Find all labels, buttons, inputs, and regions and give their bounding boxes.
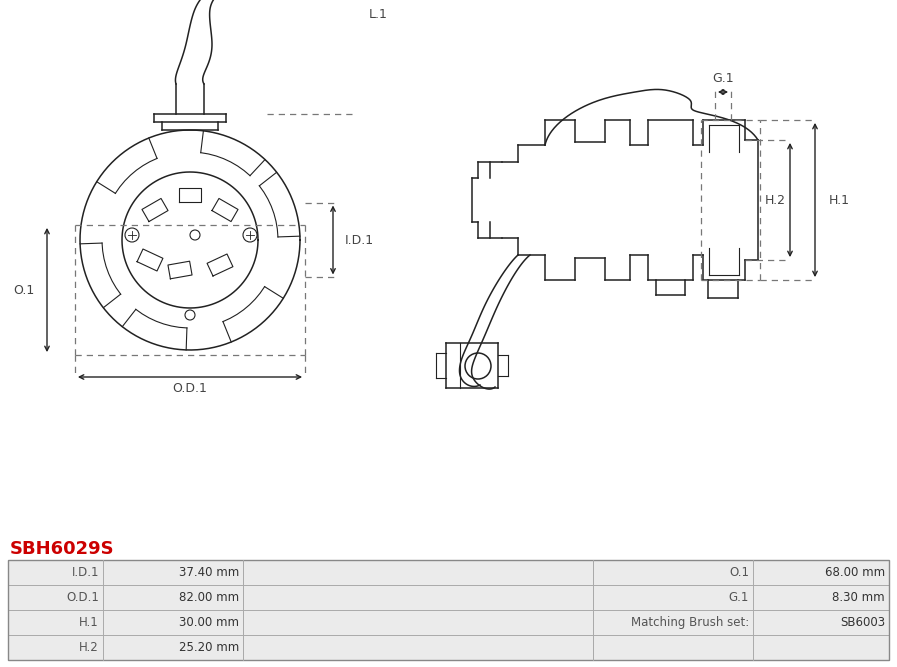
Text: H.2: H.2 — [79, 641, 99, 654]
Text: I.D.1: I.D.1 — [72, 566, 99, 579]
Bar — [243, 610, 593, 635]
Text: L.1: L.1 — [369, 7, 388, 21]
Text: SBH6029S: SBH6029S — [10, 540, 115, 558]
Text: H.1: H.1 — [829, 193, 850, 207]
Bar — [8, 560, 243, 585]
Text: I.D.1: I.D.1 — [345, 233, 374, 247]
Bar — [593, 560, 889, 585]
Text: 82.00 mm: 82.00 mm — [179, 591, 239, 604]
Bar — [593, 585, 889, 610]
Text: H.2: H.2 — [765, 193, 786, 207]
Bar — [243, 635, 593, 660]
Bar — [8, 585, 243, 610]
Text: G.1: G.1 — [712, 71, 734, 85]
Text: SB6003: SB6003 — [840, 616, 885, 629]
Text: 8.30 mm: 8.30 mm — [832, 591, 885, 604]
Bar — [8, 560, 889, 660]
Text: Matching Brush set:: Matching Brush set: — [631, 616, 749, 629]
Bar — [593, 610, 889, 635]
Text: 68.00 mm: 68.00 mm — [825, 566, 885, 579]
Text: O.1: O.1 — [13, 283, 35, 297]
Text: G.1: G.1 — [728, 591, 749, 604]
Text: O.D.1: O.D.1 — [66, 591, 99, 604]
Bar — [243, 560, 593, 585]
Bar — [243, 585, 593, 610]
Text: 25.20 mm: 25.20 mm — [179, 641, 239, 654]
Bar — [8, 610, 243, 635]
Text: 37.40 mm: 37.40 mm — [179, 566, 239, 579]
Bar — [593, 635, 889, 660]
Text: O.D.1: O.D.1 — [172, 382, 207, 396]
Text: O.1: O.1 — [729, 566, 749, 579]
Bar — [8, 635, 243, 660]
Text: 30.00 mm: 30.00 mm — [179, 616, 239, 629]
Text: H.1: H.1 — [79, 616, 99, 629]
